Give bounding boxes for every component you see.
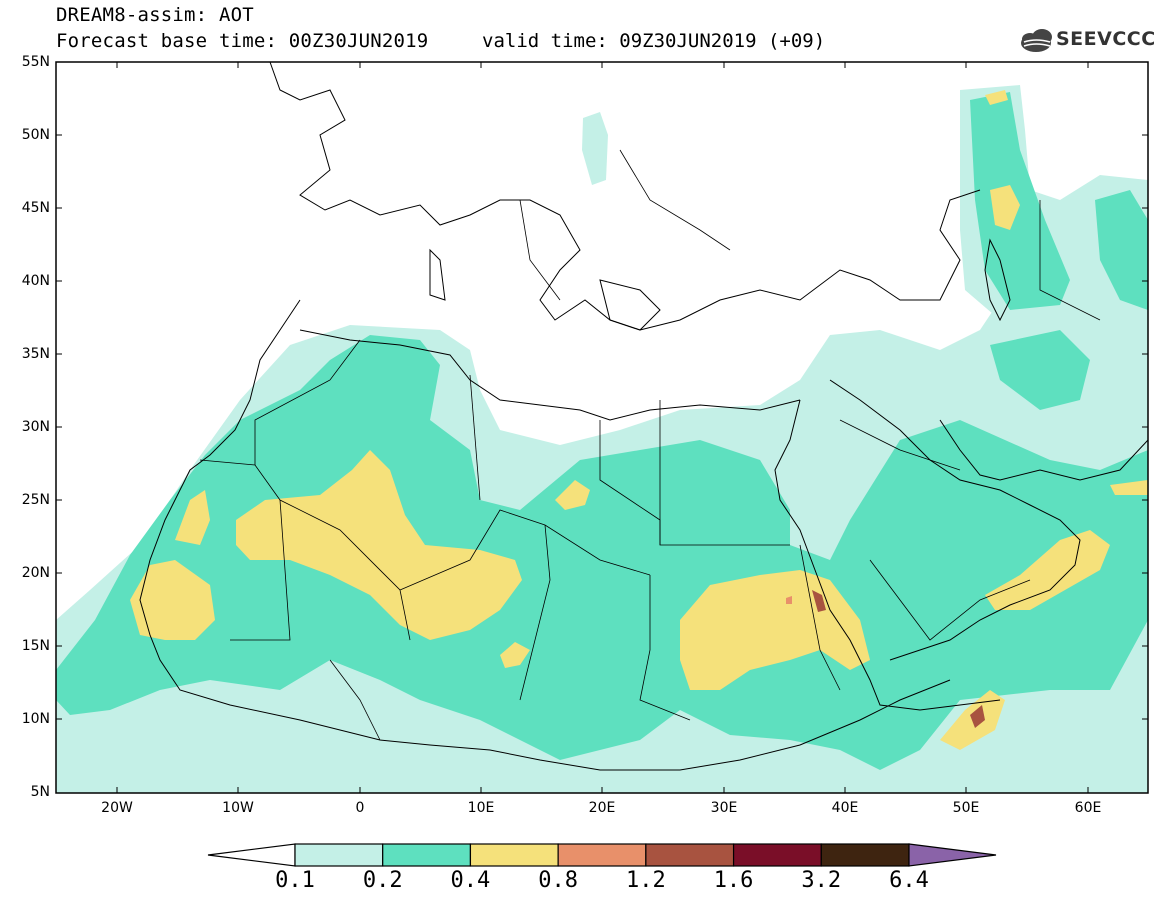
lat-label: 55N: [21, 54, 50, 70]
lon-label: 30E: [710, 800, 738, 816]
lat-label: 10N: [21, 711, 50, 727]
lat-label: 15N: [21, 638, 50, 654]
aot-fields: [56, 85, 1148, 793]
forecast-base-time: Forecast base time: 00Z30JUN2019: [56, 30, 429, 52]
logo-text: SEEVCCC: [1056, 28, 1156, 50]
axis-ticks: [56, 61, 1148, 793]
colorbar-label: 1.2: [625, 868, 666, 893]
lon-label: 0: [355, 800, 365, 816]
lat-label: 25N: [21, 492, 50, 508]
colorbar-label: 1.6: [713, 868, 754, 893]
lat-label: 20N: [21, 565, 50, 581]
lon-label: 50E: [952, 800, 980, 816]
lat-label: 35N: [21, 346, 50, 362]
lon-label: 20E: [588, 800, 616, 816]
colorbar-label: 0.8: [538, 868, 579, 893]
coastlines: [139, 62, 1148, 771]
colorbar-label: 0.1: [275, 868, 315, 893]
lon-label: 40E: [831, 800, 859, 816]
lon-label: 10E: [467, 800, 495, 816]
aot-0.2-0.4-field: [56, 92, 1148, 770]
lat-label: 50N: [21, 127, 50, 143]
aot-high-values: [786, 590, 985, 728]
colorbar-label: 0.4: [450, 868, 491, 893]
cloud-logo-icon: [1021, 29, 1052, 52]
lon-label: 60E: [1074, 800, 1102, 816]
lon-label: 10W: [222, 800, 254, 816]
colorbar-label: 3.2: [801, 868, 842, 893]
colorbar-label: 0.2: [362, 868, 403, 893]
lat-label: 40N: [21, 273, 50, 289]
map-title: DREAM8-assim: AOT: [56, 4, 254, 26]
lat-label: 5N: [30, 784, 50, 800]
lat-label: 45N: [21, 200, 50, 216]
lon-label: 20W: [101, 800, 133, 816]
country-borders: [199, 149, 1101, 741]
valid-time: valid time: 09Z30JUN2019 (+09): [482, 30, 826, 52]
lat-label: 30N: [21, 419, 50, 435]
colorbar-label: 6.4: [889, 868, 929, 893]
